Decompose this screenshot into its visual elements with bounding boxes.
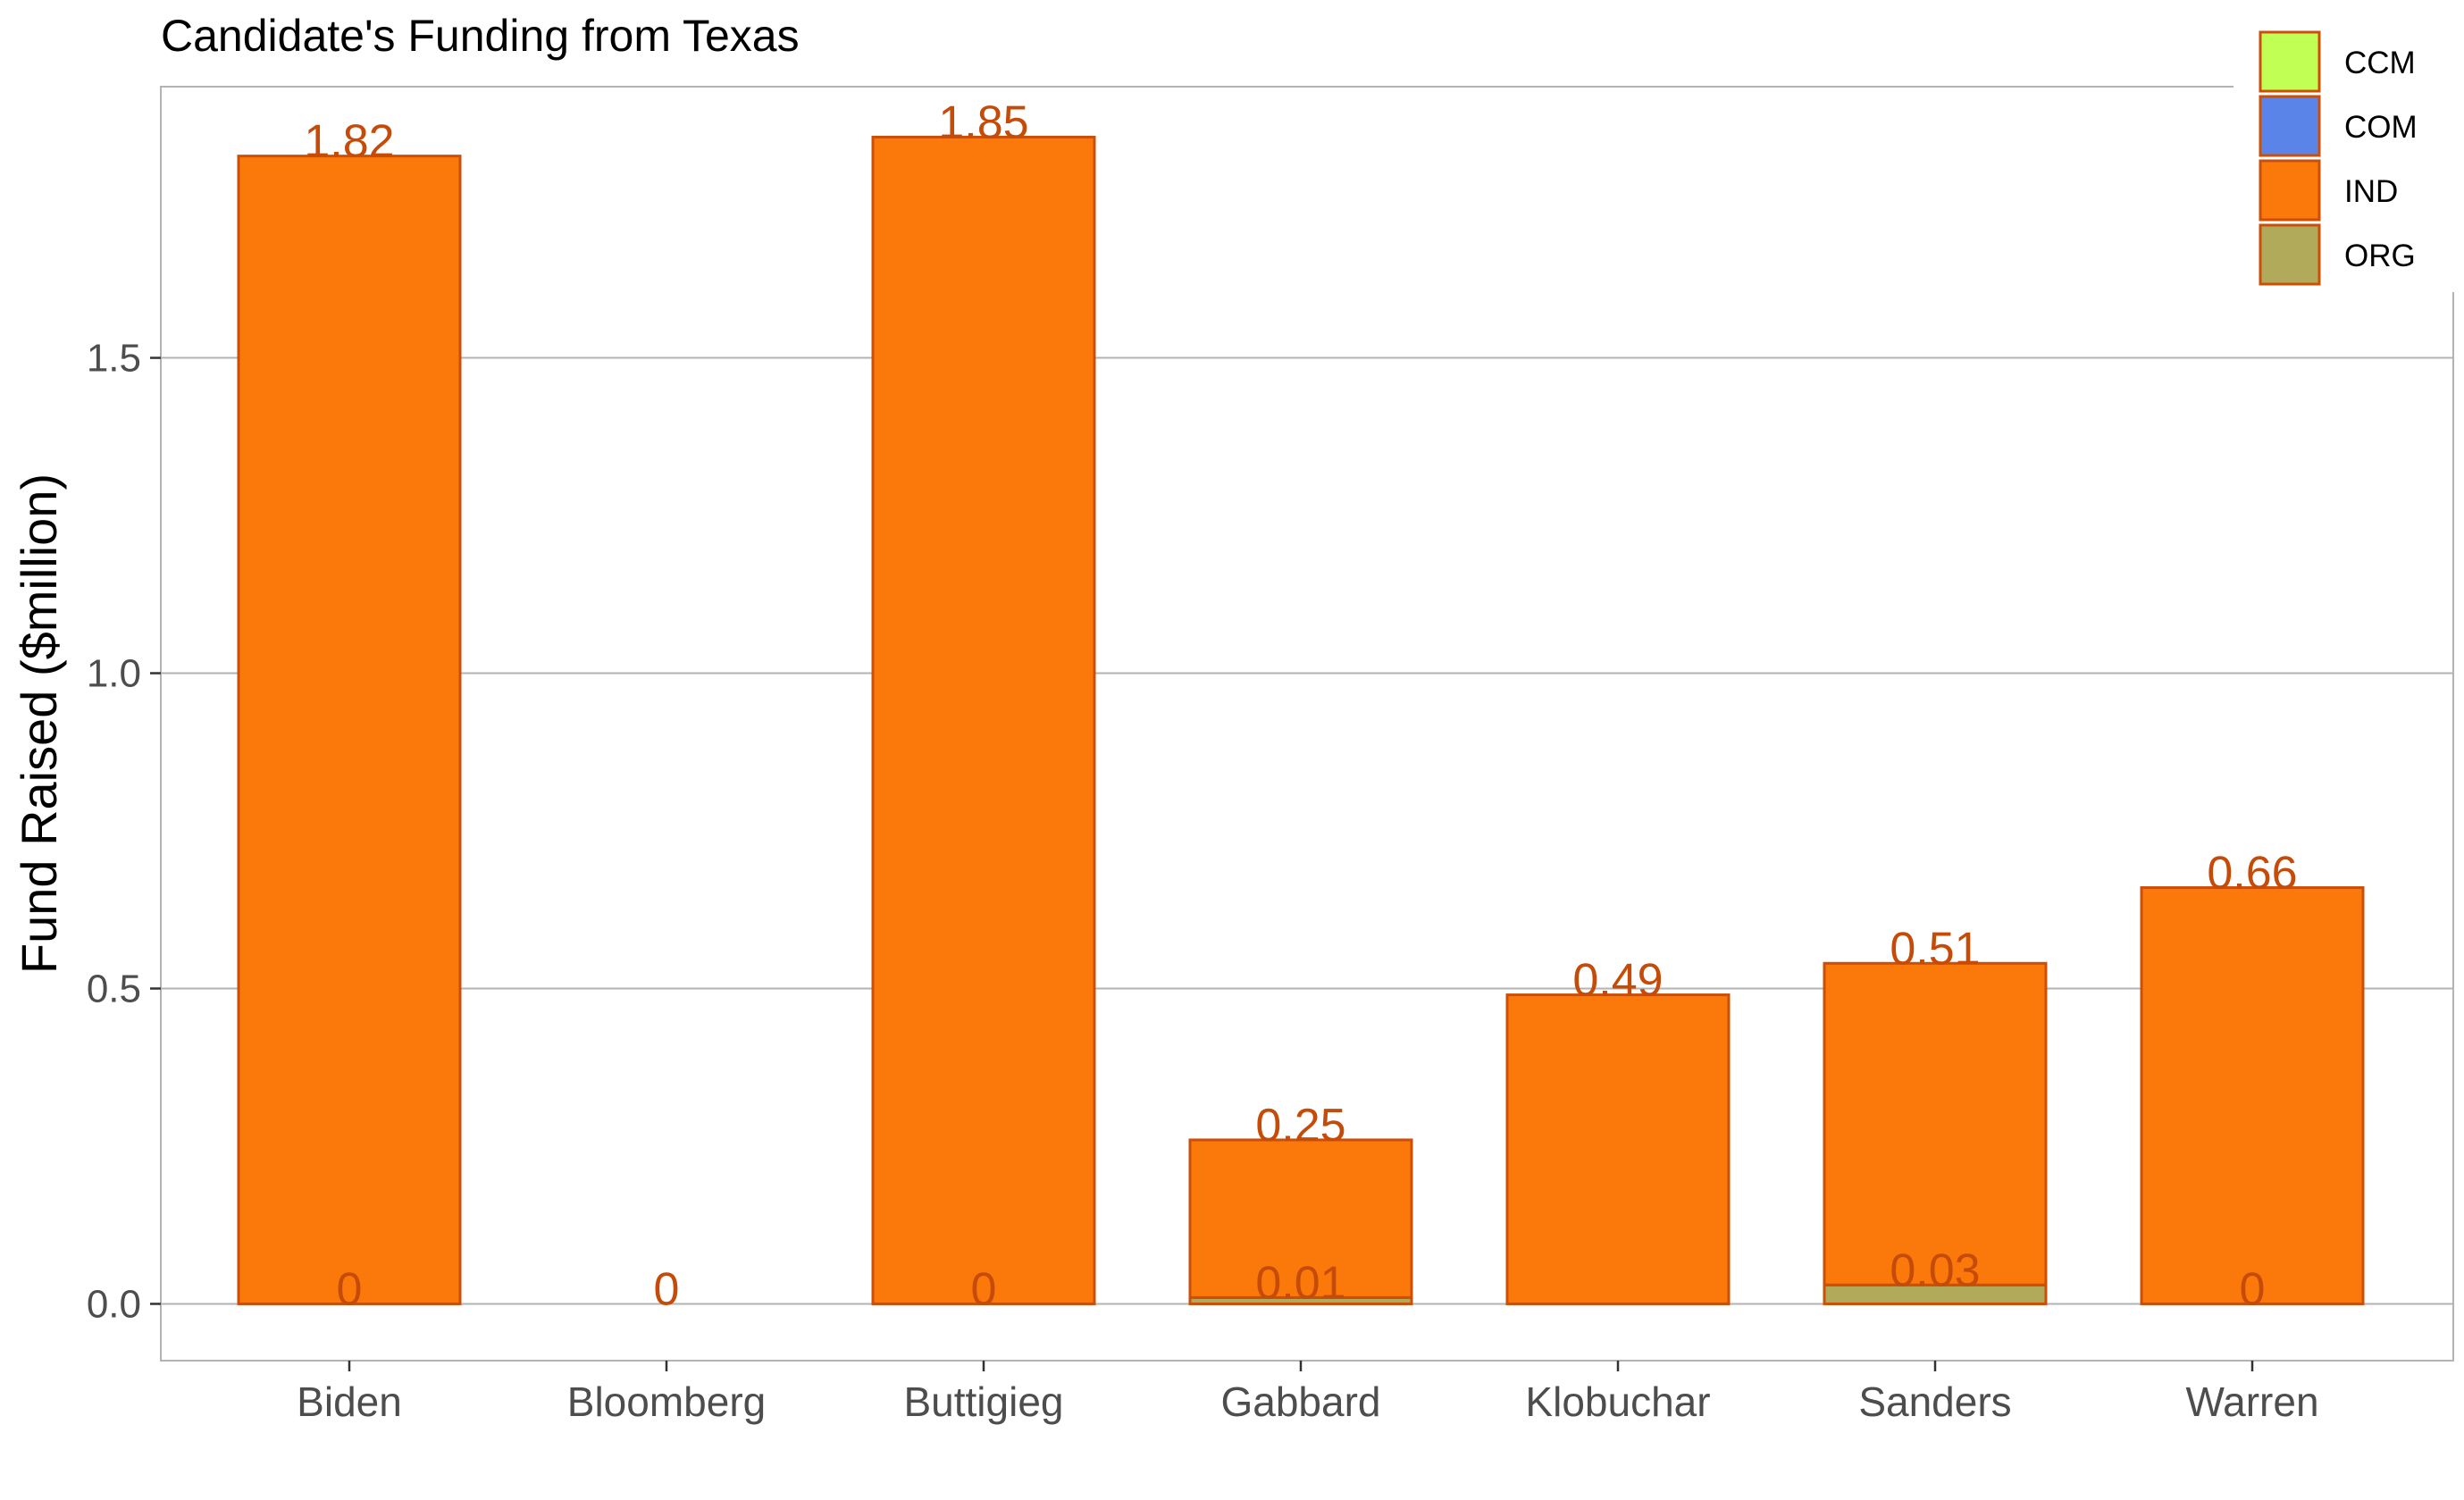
data-labels: 1.82 0 0 1.85 0 0.25 0.01 0.49 0.51 0.03 0.66 0 (304, 96, 2297, 1315)
y-tick-label-0-5: 0.5 (87, 967, 141, 1010)
legend-label-org: ORG (2344, 239, 2416, 273)
y-tick-label-0-0: 0.0 (87, 1282, 141, 1326)
legend-label-com: COM (2344, 110, 2418, 145)
bar-buttigieg-ind (871, 135, 1096, 1305)
legend-key-org (2259, 223, 2321, 286)
bar-gabbard-ind (1188, 1138, 1413, 1299)
legend: CCM COM IND ORG (2234, 24, 2457, 292)
x-tick-label-biden: Biden (297, 1378, 402, 1425)
x-tick-label-gabbard: Gabbard (1220, 1378, 1380, 1425)
legend-label-ccm: CCM (2344, 46, 2416, 80)
data-label-warren-org: 0 (2240, 1263, 2266, 1315)
data-label-warren-ind: 0.66 (2207, 848, 2297, 900)
data-label-biden-org: 0 (337, 1263, 363, 1315)
x-tick-label-klobuchar: Klobuchar (1525, 1378, 1710, 1425)
chart-title: Candidate's Funding from Texas (161, 11, 800, 61)
data-label-gabbard-ind: 0.25 (1255, 1100, 1345, 1152)
bar-klobuchar-ind (1505, 993, 1731, 1305)
data-label-gabbard-org: 0.01 (1255, 1257, 1345, 1309)
y-axis-title: Fund Raised ($million) (11, 473, 67, 974)
x-tick-label-bloomberg: Bloomberg (567, 1378, 766, 1425)
data-label-bloomberg-org: 0 (654, 1263, 680, 1315)
data-label-sanders-ind: 0.51 (1890, 923, 1980, 975)
bar-sanders-ind (1823, 961, 2048, 1286)
x-tick-label-sanders: Sanders (1858, 1378, 2011, 1425)
bar-biden-ind (237, 155, 462, 1305)
data-label-buttigieg-org: 0 (971, 1263, 997, 1315)
data-label-biden-ind: 1.82 (304, 116, 394, 168)
data-label-sanders-org: 0.03 (1890, 1244, 1980, 1296)
x-tick-label-warren: Warren (2185, 1378, 2318, 1425)
x-tick-label-buttigieg: Buttigieg (903, 1378, 1063, 1425)
y-tick-label-1-0: 1.0 (87, 652, 141, 696)
legend-label-ind: IND (2344, 174, 2398, 209)
bars (237, 135, 2365, 1305)
data-label-buttigieg-ind: 1.85 (938, 96, 1028, 148)
y-tick-label-1-5: 1.5 (87, 337, 141, 381)
legend-key-com (2259, 95, 2321, 157)
bar-warren-ind (2140, 886, 2365, 1305)
x-axis: Biden Bloomberg Buttigieg Gabbard Klobuchar S… (297, 1361, 2319, 1425)
data-label-klobuchar-ind: 0.49 (1572, 955, 1663, 1007)
legend-key-ccm (2259, 30, 2321, 93)
y-axis: 0.0 0.5 1.0 1.5 (87, 337, 161, 1326)
plot-panel-border (160, 86, 2454, 1362)
legend-key-ind (2259, 159, 2321, 222)
